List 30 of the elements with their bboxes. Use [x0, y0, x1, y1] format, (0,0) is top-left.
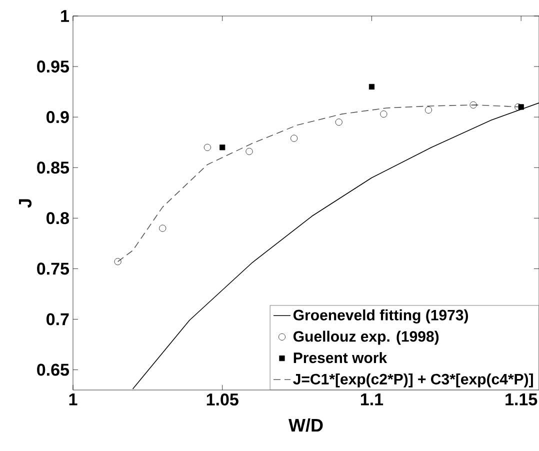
point — [470, 101, 477, 108]
y-tick-label: 0.95 — [37, 60, 70, 73]
point — [159, 224, 166, 232]
y-tick-label: 0.75 — [37, 262, 70, 275]
point — [290, 134, 298, 142]
y-tick-label: 0.8 — [46, 212, 69, 224]
legend-label: Guellouz exp. (1998) — [293, 330, 439, 345]
point — [380, 110, 388, 118]
x-tick-label: 1.1 — [360, 394, 384, 406]
point — [368, 84, 375, 90]
point — [518, 104, 524, 110]
y-tick-label: 0.9 — [46, 111, 69, 124]
x-axis-title: W/D — [288, 418, 323, 432]
point — [220, 144, 226, 150]
x-tick-label: 1 — [69, 394, 78, 406]
legend-label: Groeneveld fitting (1973) — [293, 309, 468, 324]
point — [246, 148, 253, 155]
y-axis-title: J — [18, 199, 32, 208]
y-tick-label: 0.85 — [37, 162, 70, 174]
legend-label: Present work — [294, 352, 388, 364]
point — [114, 258, 122, 266]
y-tick-label: 0.65 — [37, 364, 70, 376]
point — [424, 106, 432, 114]
point — [204, 144, 211, 151]
y-tick-label: 0.7 — [46, 313, 69, 326]
y-tick-label: 1 — [61, 10, 70, 22]
point — [335, 118, 342, 126]
x-tick-label: 1.15 — [506, 394, 538, 406]
legend-label: J=C1*[exp(c2*P)] + C3*[exp(c4*P)] — [293, 373, 533, 388]
x-tick-label: 1.05 — [206, 394, 238, 406]
